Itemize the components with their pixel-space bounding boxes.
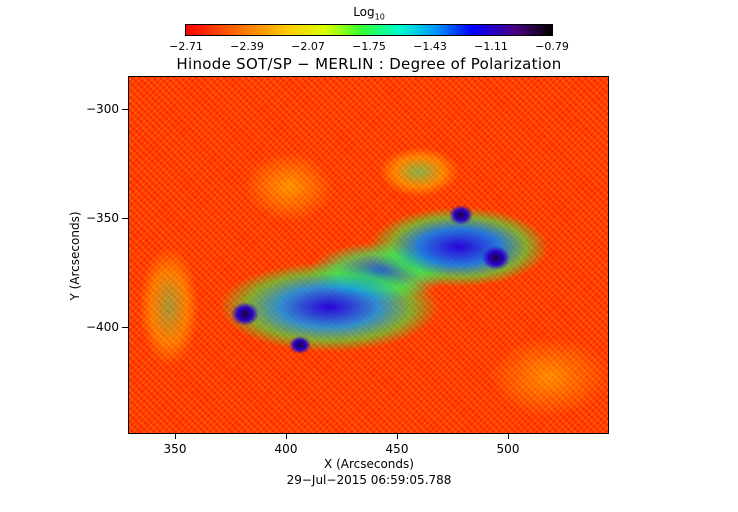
x-tick-label: 350 <box>163 442 187 456</box>
colorbar-label: −1.11 <box>474 40 508 53</box>
y-axis-label: Y (Arcseconds) <box>68 211 82 301</box>
colorbar-label: −1.43 <box>413 40 447 53</box>
y-tick-label: −300 <box>86 102 119 116</box>
colorbar-label: −0.79 <box>535 40 569 53</box>
y-tick <box>122 109 128 110</box>
x-tick-label: 450 <box>385 442 409 456</box>
colorbar-title: Log10 <box>353 5 385 22</box>
x-tick <box>508 433 509 439</box>
y-tick-label: −350 <box>86 211 119 225</box>
x-tick-label: 400 <box>274 442 298 456</box>
colorbar-label: −2.39 <box>230 40 264 53</box>
x-tick <box>286 433 287 439</box>
colorbar-label: −1.75 <box>352 40 386 53</box>
colorbar-label: −2.07 <box>291 40 325 53</box>
plot-title: Hinode SOT/SP − MERLIN : Degree of Polar… <box>176 55 562 73</box>
y-tick <box>122 218 128 219</box>
x-tick <box>175 433 176 439</box>
x-tick <box>397 433 398 439</box>
x-axis-label: X (Arcseconds) <box>324 457 414 471</box>
y-tick-label: −400 <box>86 320 119 334</box>
colorbar-label: −2.71 <box>169 40 203 53</box>
observation-timestamp: 29−Jul−2015 06:59:05.788 <box>286 473 452 487</box>
x-tick-label: 500 <box>496 442 520 456</box>
polarization-map-image <box>128 76 609 434</box>
y-tick <box>122 327 128 328</box>
colorbar <box>185 24 553 36</box>
